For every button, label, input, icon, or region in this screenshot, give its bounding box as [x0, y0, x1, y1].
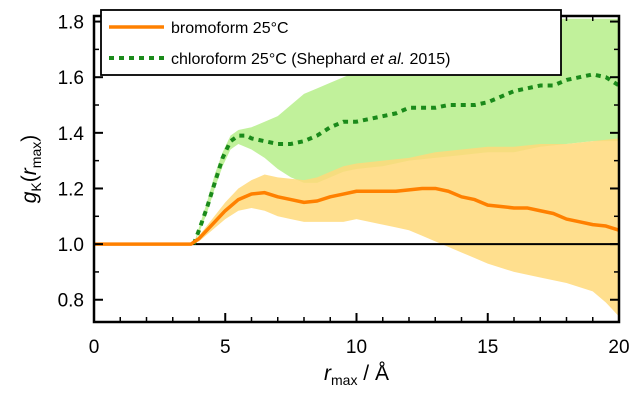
y-axis-open: ( — [18, 175, 41, 182]
series-line-bromoform — [94, 186, 620, 246]
legend-chloroform-part3: 2015) — [405, 51, 450, 68]
series-lines — [94, 72, 621, 246]
y-axis-label: gK(rmax) — [18, 135, 44, 203]
y-tick-label: 1.2 — [58, 179, 84, 200]
x-axis-var: r — [324, 362, 332, 385]
x-axis-label: rmax / Å — [324, 362, 389, 388]
legend-chloroform-part1: chloroform 25°C (Shephard — [171, 51, 370, 68]
legend-entry-chloroform: chloroform 25°C (Shephard et al. 2015) — [171, 51, 450, 68]
y-tick-label: 1.0 — [58, 235, 84, 256]
y-tick-label: 0.8 — [58, 291, 84, 312]
legend-chloroform-etal: et al. — [370, 51, 405, 68]
y-axis-sub2: max — [28, 142, 44, 168]
x-tick-label: 15 — [477, 337, 498, 358]
tick-labels: 0 5 10 15 20 0.8 1.0 1.2 1.4 1.6 1.8 — [58, 13, 630, 358]
legend-box — [100, 9, 562, 76]
y-axis-sub1: K — [28, 182, 44, 192]
y-axis-close: ) — [18, 135, 41, 142]
y-axis-var2: r — [18, 167, 41, 175]
uncertainty-band-bromoform — [94, 138, 619, 317]
y-tick-label: 1.4 — [58, 124, 85, 145]
series-line-chloroform — [191, 72, 621, 245]
x-tick-label: 10 — [346, 337, 367, 358]
legend: bromoform 25°C chloroform 25°C (Shephard… — [100, 9, 562, 76]
y-tick-label: 1.8 — [58, 13, 84, 34]
x-axis-sub: max — [331, 372, 357, 388]
legend-entry-bromoform: bromoform 25°C — [171, 20, 289, 37]
x-tick-label: 5 — [220, 337, 231, 358]
y-tick-label: 1.6 — [58, 68, 84, 89]
y-axis-var: g — [18, 191, 41, 203]
x-axis-unit: / Å — [357, 362, 389, 385]
x-tick-label: 20 — [608, 337, 629, 358]
x-tick-label: 0 — [89, 337, 100, 358]
